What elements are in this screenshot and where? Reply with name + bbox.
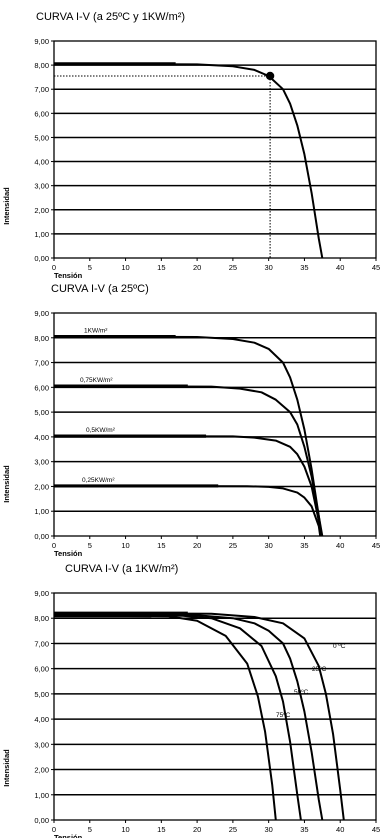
series-line [53, 613, 324, 821]
y-tick-label: 6,00 [34, 383, 49, 392]
y-axis-label: Intensidad [2, 749, 11, 787]
x-tick-label: 5 [88, 825, 92, 834]
chart-panel-1: CURVA I-V (a 25ºC y 1KW/m²) 0,00 1,00 2,00… [0, 0, 385, 280]
y-tick-label: 9,00 [34, 37, 49, 46]
y-tick-label: 7,00 [34, 85, 49, 94]
x-tick-label: 15 [157, 263, 165, 272]
y-tick-label: 2,00 [34, 206, 49, 215]
chart-title: CURVA I-V (a 25ºC y 1KW/m²) [36, 11, 186, 23]
series-label: 0,25KW/m² [82, 477, 115, 484]
x-tick-label: 30 [264, 541, 272, 550]
chart-panel-2: CURVA I-V (a 25ºC) 0,00 1,00 2,00 3,00 4,00 5… [0, 276, 385, 558]
series-line [53, 614, 277, 821]
x-tick-label: 20 [193, 825, 201, 834]
x-tick-label: 45 [372, 541, 380, 550]
plot-frame [53, 40, 377, 259]
y-tick-label: 3,00 [34, 182, 49, 191]
series-label: 0,5KW/m² [86, 427, 116, 434]
series-line [53, 62, 324, 259]
series-line [53, 614, 302, 821]
series-line [53, 335, 324, 537]
x-tick-label: 25 [229, 541, 237, 550]
x-tick-label: 10 [121, 825, 129, 834]
x-tick-label: 25 [229, 263, 237, 272]
x-tick-label: 15 [157, 541, 165, 550]
x-tick-label: 45 [372, 263, 380, 272]
series-line [53, 484, 322, 537]
x-tick-label: 10 [121, 263, 129, 272]
x-tick-label: 30 [264, 825, 272, 834]
y-tick-label: 8,00 [34, 334, 49, 343]
chart-title: CURVA I-V (a 25ºC) [51, 283, 149, 295]
series-line [53, 385, 323, 537]
y-tick-label: 1,00 [34, 791, 49, 800]
y-tick-label: 0,00 [34, 254, 49, 263]
x-tick-label: 15 [157, 825, 165, 834]
series-label: 75ºC [276, 712, 291, 719]
x-tick-label: 45 [372, 825, 380, 834]
x-tick-label: 0 [52, 541, 56, 550]
y-tick-label: 2,00 [34, 482, 49, 491]
y-tick-label: 4,00 [34, 715, 49, 724]
plot-frame [53, 592, 377, 821]
series-label: 0,75KW/m² [80, 377, 113, 384]
y-tick-label: 8,00 [34, 61, 49, 70]
y-tick-label: 9,00 [34, 589, 49, 598]
series-label: 50ºC [294, 689, 309, 696]
chart-panel-3: CURVA I-V (a 1KW/m²) 0,00 1,00 2,00 3,00 4,0… [0, 554, 385, 838]
chart-svg: 0,00 1,00 2,00 3,00 4,00 5,00 6,00 7,00 8,00 9,00… [2, 309, 380, 558]
x-axis-label: Tensión [54, 549, 83, 558]
y-tick-label: 5,00 [34, 408, 49, 417]
x-tick-label: 5 [88, 263, 92, 272]
x-tick-label: 40 [336, 825, 344, 834]
operating-point-marker [265, 71, 275, 81]
plot-frame [53, 312, 377, 537]
y-tick-label: 1,00 [34, 507, 49, 516]
y-tick-label: 3,00 [34, 740, 49, 749]
y-tick-label: 8,00 [34, 614, 49, 623]
y-tick-label: 9,00 [34, 309, 49, 318]
series-label: 0 ºC [333, 643, 346, 650]
x-tick-label: 0 [52, 825, 56, 834]
chart-svg: 0,00 1,00 2,00 3,00 4,00 5,00 6,00 7,00 8,00 9,00… [2, 589, 380, 838]
series-line [53, 612, 345, 821]
y-tick-label: 1,00 [34, 230, 49, 239]
chart-svg: 0,00 1,00 2,00 3,00 4,00 5,00 6,00 7,00 8,00 9,00… [2, 37, 380, 280]
x-tick-label: 20 [193, 541, 201, 550]
y-tick-label: 6,00 [34, 665, 49, 674]
x-tick-label: 40 [336, 263, 344, 272]
y-tick-label: 7,00 [34, 359, 49, 368]
x-tick-label: 35 [300, 263, 308, 272]
chart-title: CURVA I-V (a 1KW/m²) [65, 563, 179, 575]
y-tick-label: 7,00 [34, 639, 49, 648]
x-axis-label: Tensión [54, 833, 83, 838]
x-tick-label: 30 [264, 263, 272, 272]
x-tick-label: 35 [300, 541, 308, 550]
x-axis-label: Tensión [54, 271, 83, 280]
y-tick-label: 5,00 [34, 133, 49, 142]
y-tick-label: 3,00 [34, 458, 49, 467]
x-tick-label: 25 [229, 825, 237, 834]
y-tick-label: 2,00 [34, 766, 49, 775]
x-tick-label: 0 [52, 263, 56, 272]
y-axis-label: Intensidad [2, 187, 11, 225]
series-label: 1KW/m² [84, 328, 108, 335]
y-tick-label: 6,00 [34, 109, 49, 118]
x-tick-label: 5 [88, 541, 92, 550]
y-tick-label: 0,00 [34, 532, 49, 541]
y-tick-label: 4,00 [34, 158, 49, 167]
y-tick-label: 4,00 [34, 433, 49, 442]
x-tick-label: 10 [121, 541, 129, 550]
x-tick-label: 35 [300, 825, 308, 834]
y-axis-label: Intensidad [2, 465, 11, 503]
y-tick-label: 0,00 [34, 816, 49, 825]
x-tick-label: 40 [336, 541, 344, 550]
x-tick-label: 20 [193, 263, 201, 272]
y-tick-label: 5,00 [34, 690, 49, 699]
series-line [53, 435, 322, 537]
series-label: 25ºC [312, 666, 327, 673]
